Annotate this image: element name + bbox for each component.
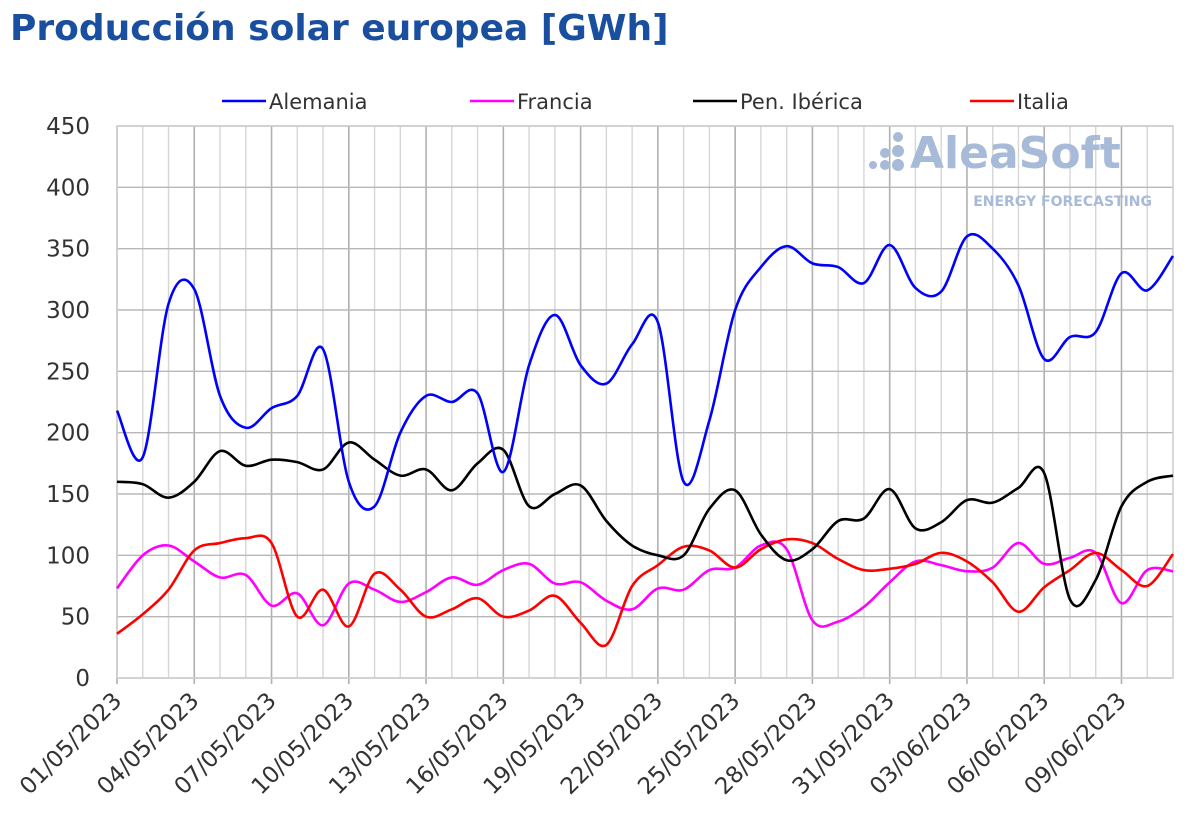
y-tick-label: 350: [46, 237, 90, 263]
logo-tagline: ENERGY FORECASTING: [973, 194, 1152, 210]
y-tick-label: 400: [46, 175, 90, 201]
y-tick-label: 50: [61, 605, 90, 631]
y-tick-label: 0: [75, 666, 90, 692]
y-tick-label: 450: [46, 114, 90, 140]
legend-label: Pen. Ibérica: [740, 90, 863, 114]
chart-title: Producción solar europea [GWh]: [10, 8, 669, 49]
logo-dot: [869, 161, 877, 169]
logo-dot: [880, 160, 890, 170]
y-tick-label: 150: [46, 482, 90, 508]
legend-label: Italia: [1017, 90, 1069, 114]
logo-brand: AleaSoft: [910, 128, 1121, 179]
legend-label: Francia: [517, 90, 593, 114]
y-tick-label: 100: [46, 543, 90, 569]
legend-label: Alemania: [269, 90, 367, 114]
y-tick-label: 250: [46, 359, 90, 385]
y-tick-label: 300: [46, 298, 90, 324]
y-tick-label: 200: [46, 421, 90, 447]
series-line-francia: [115, 540, 1174, 628]
logo-dot: [892, 159, 904, 171]
logo-dot: [880, 148, 890, 158]
plot-border: [116, 125, 1174, 679]
series-line-italia: [116, 534, 1175, 648]
series-line-alemania: [115, 232, 1175, 511]
aleasoft-logo: AleaSoft ENERGY FORECASTING: [869, 128, 1152, 210]
series-line-pen-ib-rica: [116, 441, 1174, 608]
logo-dot: [892, 145, 904, 157]
logo-dot: [893, 132, 903, 142]
